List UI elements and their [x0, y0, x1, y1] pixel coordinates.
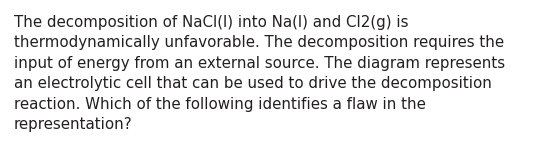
- Text: The decomposition of NaCl(l) into Na(l) and Cl2(g) is
thermodynamically unfavora: The decomposition of NaCl(l) into Na(l) …: [14, 15, 505, 132]
